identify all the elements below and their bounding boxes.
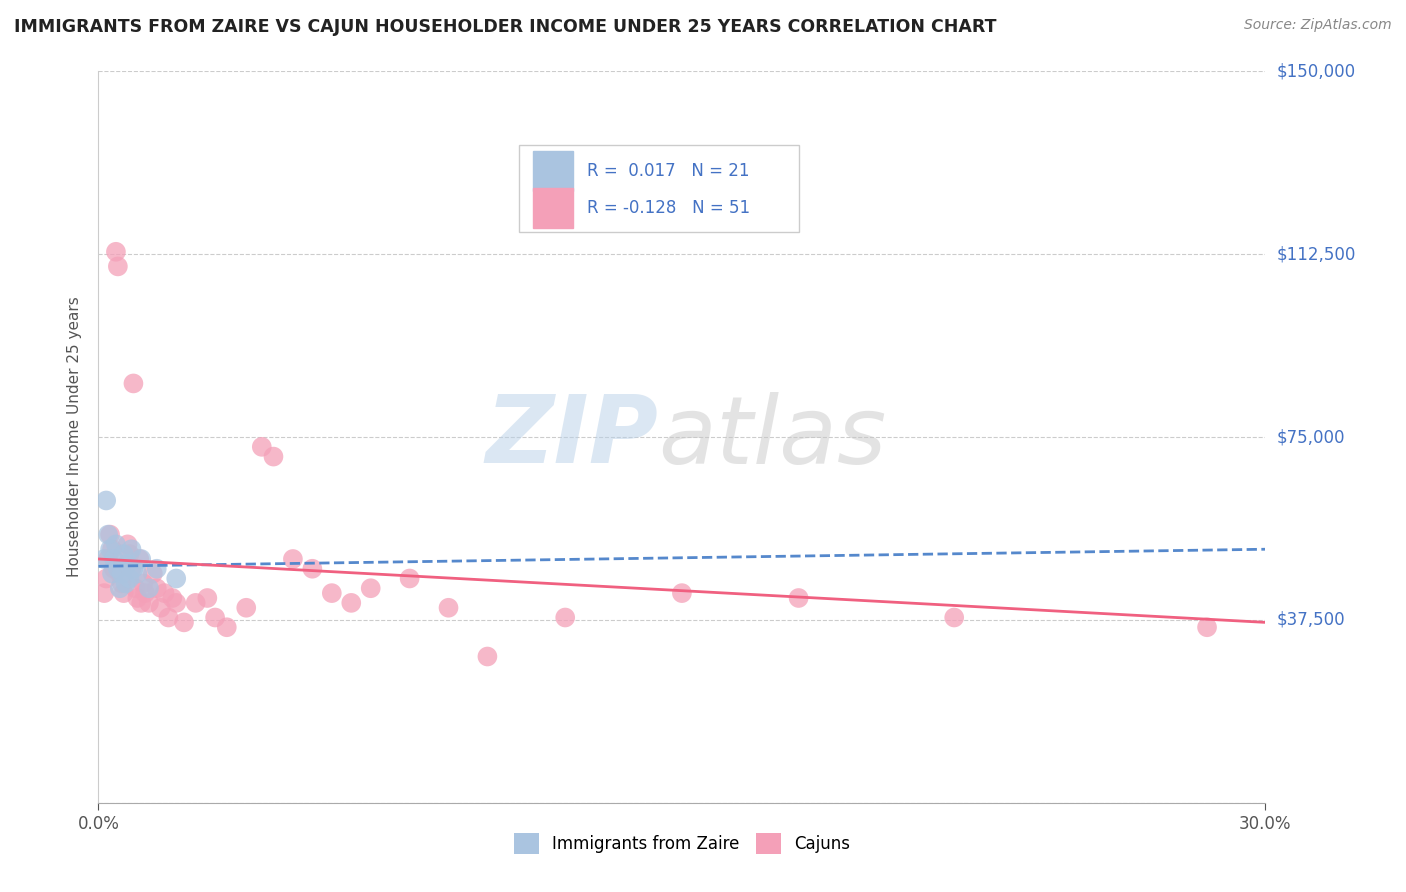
Text: $75,000: $75,000 bbox=[1277, 428, 1346, 446]
Point bbox=[121, 562, 143, 576]
Point bbox=[173, 615, 195, 630]
Point bbox=[108, 581, 131, 595]
Point bbox=[321, 586, 343, 600]
Point bbox=[93, 586, 115, 600]
Point bbox=[122, 376, 145, 391]
Point bbox=[114, 576, 136, 591]
Point bbox=[98, 527, 121, 541]
Point bbox=[132, 576, 155, 591]
Point bbox=[111, 566, 134, 581]
Point bbox=[127, 566, 149, 581]
Point bbox=[149, 600, 172, 615]
Point bbox=[124, 581, 146, 595]
Point bbox=[1195, 620, 1218, 634]
Point bbox=[97, 527, 120, 541]
Bar bbox=[533, 187, 574, 227]
Text: $150,000: $150,000 bbox=[1277, 62, 1355, 80]
Point bbox=[554, 610, 576, 624]
Point bbox=[127, 591, 149, 605]
Point bbox=[121, 542, 143, 557]
Point bbox=[165, 572, 187, 586]
Point bbox=[340, 596, 363, 610]
Point bbox=[107, 260, 129, 274]
Text: R = -0.128   N = 51: R = -0.128 N = 51 bbox=[588, 199, 751, 217]
Point bbox=[117, 537, 139, 551]
Point bbox=[104, 244, 127, 259]
Point bbox=[112, 547, 135, 561]
Point bbox=[153, 586, 176, 600]
Text: IMMIGRANTS FROM ZAIRE VS CAJUN HOUSEHOLDER INCOME UNDER 25 YEARS CORRELATION CHA: IMMIGRANTS FROM ZAIRE VS CAJUN HOUSEHOLD… bbox=[14, 18, 997, 36]
Point bbox=[108, 566, 131, 581]
Point bbox=[129, 552, 152, 566]
Point bbox=[122, 562, 145, 576]
Point bbox=[477, 649, 499, 664]
Point bbox=[97, 552, 120, 566]
Point bbox=[114, 566, 136, 581]
Bar bbox=[533, 151, 574, 191]
Point bbox=[235, 600, 257, 615]
Point bbox=[103, 552, 125, 566]
Point bbox=[111, 576, 134, 591]
Point bbox=[215, 620, 238, 634]
Point bbox=[398, 572, 420, 586]
Text: $37,500: $37,500 bbox=[1277, 611, 1346, 629]
Point bbox=[281, 552, 304, 566]
Point bbox=[103, 562, 125, 576]
Legend: Immigrants from Zaire, Cajuns: Immigrants from Zaire, Cajuns bbox=[508, 827, 856, 860]
Text: $112,500: $112,500 bbox=[1277, 245, 1355, 263]
Point bbox=[195, 591, 218, 605]
Point bbox=[118, 572, 141, 586]
Point bbox=[112, 586, 135, 600]
Text: Source: ZipAtlas.com: Source: ZipAtlas.com bbox=[1244, 18, 1392, 32]
Text: atlas: atlas bbox=[658, 392, 887, 483]
Point bbox=[437, 600, 460, 615]
Point bbox=[129, 596, 152, 610]
Point bbox=[184, 596, 207, 610]
Point bbox=[138, 596, 160, 610]
Point bbox=[301, 562, 323, 576]
Point bbox=[250, 440, 273, 454]
Point bbox=[204, 610, 226, 624]
Point bbox=[98, 542, 121, 557]
Point bbox=[96, 493, 118, 508]
FancyBboxPatch shape bbox=[519, 145, 799, 232]
Point bbox=[943, 610, 966, 624]
Point bbox=[142, 566, 165, 581]
Point bbox=[671, 586, 693, 600]
Point bbox=[101, 566, 124, 581]
Point bbox=[104, 537, 127, 551]
Text: ZIP: ZIP bbox=[485, 391, 658, 483]
Point bbox=[165, 596, 187, 610]
Point bbox=[107, 562, 129, 576]
Y-axis label: Householder Income Under 25 years: Householder Income Under 25 years bbox=[67, 297, 83, 577]
Point bbox=[262, 450, 284, 464]
Point bbox=[96, 572, 118, 586]
Point bbox=[146, 581, 169, 595]
Point bbox=[162, 591, 184, 605]
Point bbox=[134, 586, 156, 600]
Point bbox=[146, 562, 169, 576]
Point bbox=[157, 610, 180, 624]
Point bbox=[101, 542, 124, 557]
Point bbox=[118, 547, 141, 561]
Point bbox=[360, 581, 382, 595]
Point bbox=[93, 552, 115, 566]
Point bbox=[787, 591, 810, 605]
Point bbox=[117, 557, 139, 571]
Text: R =  0.017   N = 21: R = 0.017 N = 21 bbox=[588, 161, 749, 180]
Point bbox=[128, 552, 150, 566]
Point bbox=[138, 581, 160, 595]
